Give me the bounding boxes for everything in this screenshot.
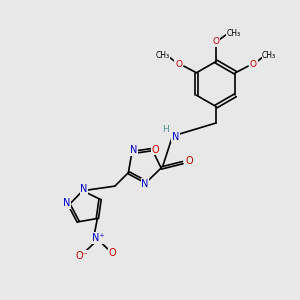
Text: H: H	[163, 125, 169, 134]
Text: O: O	[212, 38, 220, 46]
Text: CH₃: CH₃	[262, 51, 276, 60]
Text: O: O	[185, 156, 193, 166]
Text: N⁺: N⁺	[92, 233, 104, 243]
Text: N: N	[172, 131, 179, 142]
Text: CH₃: CH₃	[227, 28, 241, 38]
Text: CH₃: CH₃	[156, 51, 170, 60]
Text: O⁻: O⁻	[75, 251, 88, 261]
Text: O: O	[175, 60, 182, 69]
Text: N: N	[80, 184, 88, 194]
Text: O: O	[152, 145, 159, 154]
Text: N: N	[63, 198, 70, 208]
Text: N: N	[141, 179, 148, 189]
Text: O: O	[250, 60, 257, 69]
Text: O: O	[109, 248, 116, 258]
Text: N: N	[130, 145, 137, 155]
